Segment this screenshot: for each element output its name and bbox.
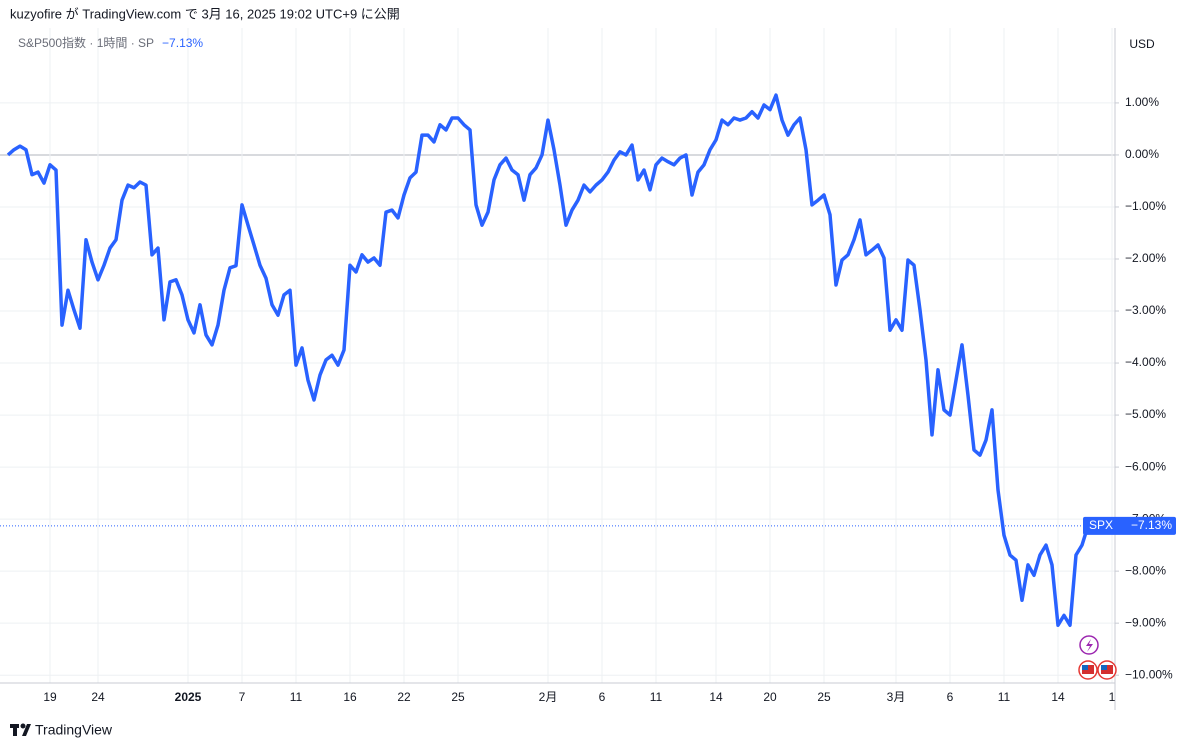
x-tick-label: 11 — [290, 690, 303, 704]
x-tick-label: 16 — [343, 690, 357, 704]
y-tick-label: −1.00% — [1125, 199, 1166, 213]
x-tick-label: 6 — [947, 690, 954, 704]
y-tick-label: −8.00% — [1125, 563, 1166, 577]
x-tick-label: 1 — [1109, 690, 1116, 704]
header: kuzyofire が TradingView.com で 3月 16, 202… — [10, 6, 400, 21]
x-tick-label: 2月 — [539, 690, 558, 704]
y-tick-label: −9.00% — [1125, 615, 1166, 629]
x-tick-label: 25 — [451, 690, 465, 704]
price-tag — [1083, 516, 1176, 535]
y-axis-unit: USD — [1129, 37, 1155, 51]
y-tick-label: −2.00% — [1125, 251, 1166, 265]
y-tick-label: −5.00% — [1125, 407, 1166, 421]
plot — [0, 93, 1090, 628]
price-tag-symbol: SPX — [1089, 518, 1113, 532]
legend: S&P500指数 · 1時間 · SP −7.13% — [18, 35, 203, 50]
x-tick-label: 25 — [817, 690, 831, 704]
y-tick-label: 1.00% — [1125, 95, 1159, 109]
change-label: −7.13% — [162, 36, 203, 50]
logo-mark — [13, 724, 17, 736]
x-tick-label: 3月 — [887, 690, 906, 704]
logo-mark — [20, 723, 26, 729]
event-icons — [1078, 635, 1117, 680]
legend-name: S&P500指数 · 1時間 · SP — [18, 35, 154, 50]
x-tick-label: 2025 — [175, 690, 202, 704]
flag — [1082, 665, 1088, 670]
y-tick-label: −4.00% — [1125, 355, 1166, 369]
event-icon-bolt — [1086, 639, 1093, 652]
y-tick-label: −3.00% — [1125, 303, 1166, 317]
x-tick-label: 7 — [239, 690, 246, 704]
footer: TradingView — [35, 722, 113, 738]
x-tick-label: 11 — [998, 690, 1011, 704]
x-tick-label: 14 — [1051, 690, 1065, 704]
footer-logo: TradingView — [10, 722, 113, 738]
x-tick-label: 14 — [709, 690, 723, 704]
flag — [1101, 665, 1107, 670]
grid — [0, 28, 1115, 683]
y-tick-label: 0.00% — [1125, 147, 1159, 161]
y-tick-label: −6.00% — [1125, 459, 1166, 473]
price-tag-label: −7.13% — [1131, 518, 1172, 532]
series-line — [6, 93, 1090, 628]
x-tick-label: 19 — [43, 690, 57, 704]
x-tick-label: 6 — [599, 690, 606, 704]
x-tick-label: 24 — [91, 690, 105, 704]
x-tick-label: 22 — [397, 690, 411, 704]
logo-mark — [22, 724, 31, 736]
x-tick-label: 11 — [650, 690, 663, 704]
y-tick-label: −10.00% — [1125, 667, 1173, 681]
x-tick-label: 20 — [763, 690, 777, 704]
